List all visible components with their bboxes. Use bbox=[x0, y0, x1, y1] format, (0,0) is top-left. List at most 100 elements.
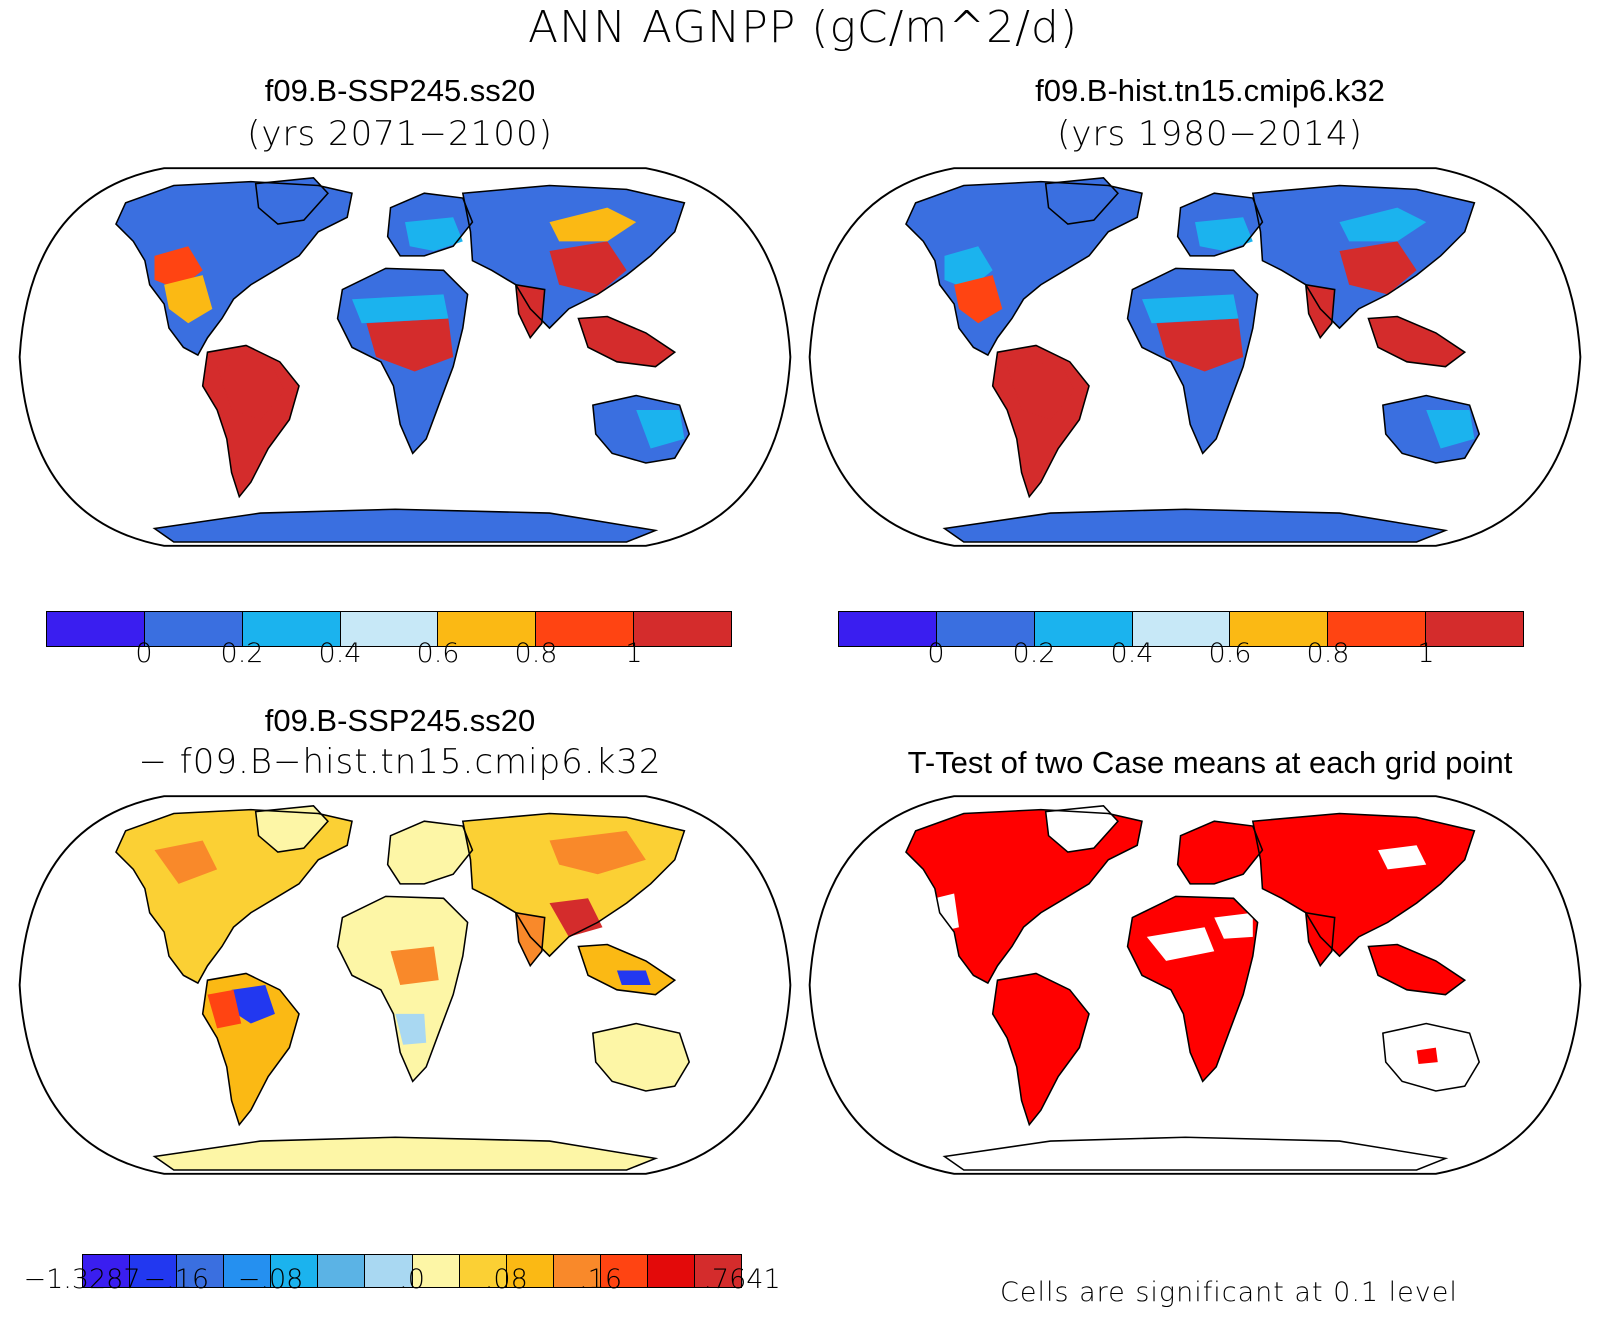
coastline-namerica bbox=[115, 180, 353, 357]
coastline-antarctica bbox=[942, 508, 1449, 543]
coastline-seasia bbox=[1367, 943, 1467, 996]
field-region bbox=[405, 217, 463, 252]
coastline-greenland bbox=[254, 805, 329, 853]
map-top-right bbox=[808, 167, 1582, 547]
colorbar-tick-label: −1.3287 bbox=[23, 1264, 141, 1295]
colorbar-tick-label: 0.4 bbox=[318, 638, 362, 669]
colorbar-tick-label: 0.6 bbox=[1208, 638, 1252, 669]
coastline-namerica bbox=[905, 808, 1143, 985]
field-region bbox=[1214, 912, 1253, 939]
coastline-asia bbox=[461, 812, 686, 958]
field-region bbox=[1007, 361, 1075, 420]
coastline-australia bbox=[592, 1022, 691, 1092]
colorbar-tick-label: −.16 bbox=[143, 1264, 210, 1295]
field-region bbox=[549, 207, 637, 242]
map-frame bbox=[18, 167, 792, 547]
colorbar-swatch bbox=[647, 1255, 696, 1287]
colorbar-swatch bbox=[600, 1255, 648, 1287]
panel-subtitle-top-right: (yrs 1980−2014) bbox=[1057, 114, 1363, 154]
colorbar-swatch bbox=[1328, 612, 1427, 646]
land-australia bbox=[592, 1023, 690, 1091]
coastline-india bbox=[514, 911, 546, 968]
coastline-samerica bbox=[201, 344, 300, 499]
colorbar-swatch bbox=[506, 1255, 554, 1287]
colorbar-top-right bbox=[838, 611, 1524, 647]
map-frame bbox=[808, 795, 1582, 1175]
field-region bbox=[1426, 409, 1475, 449]
coastline-africa bbox=[1126, 895, 1259, 1083]
field-region bbox=[954, 275, 1003, 324]
colorbar-tick-label: .08 bbox=[484, 1264, 528, 1295]
map-top-left bbox=[18, 167, 792, 547]
field-region bbox=[636, 409, 685, 449]
colorbar-tick-label: 0 bbox=[927, 638, 945, 669]
coastline-antarctica bbox=[942, 1136, 1449, 1171]
panel-title-top-left: f09.B-SSP245.ss20 bbox=[264, 73, 536, 108]
panel-title-top-right: f09.B-hist.tn15.cmip6.k32 bbox=[1035, 73, 1385, 108]
field-region bbox=[1416, 1047, 1438, 1064]
coastline-greenland bbox=[1044, 805, 1119, 853]
field-region bbox=[207, 989, 242, 1029]
coastline-antarctica bbox=[152, 508, 659, 543]
colorbar-tick-label: .16 bbox=[579, 1264, 623, 1295]
field-region bbox=[1195, 217, 1253, 252]
coastline-australia bbox=[1382, 1022, 1481, 1092]
coastline-greenland bbox=[254, 177, 329, 225]
colorbar-swatch bbox=[839, 612, 937, 646]
field-region bbox=[231, 985, 275, 1024]
field-region bbox=[1339, 207, 1427, 242]
colorbar-tick-label: 1 bbox=[1417, 638, 1435, 669]
land-antarctica bbox=[154, 1137, 656, 1170]
field-region bbox=[1146, 927, 1215, 961]
coastline-samerica bbox=[201, 972, 300, 1127]
colorbar-swatch bbox=[340, 612, 439, 646]
colorbar-swatch bbox=[130, 1255, 178, 1287]
colorbar-swatch bbox=[271, 1255, 319, 1287]
colorbar-tick-label: 0 bbox=[135, 638, 153, 669]
coastline-australia bbox=[592, 394, 691, 464]
coastline-australia bbox=[1382, 394, 1481, 464]
colorbar-bottom-left bbox=[82, 1254, 742, 1288]
panel-subtitle-bottom-left: − f09.B−hist.tn15.cmip6.k32 bbox=[138, 742, 662, 782]
colorbar-swatch bbox=[47, 612, 145, 646]
panel-title-bottom-left: f09.B-SSP245.ss20 bbox=[264, 703, 536, 738]
field-region bbox=[395, 1013, 427, 1045]
colorbar-swatch bbox=[224, 1255, 272, 1287]
land-antarctica bbox=[154, 509, 656, 542]
colorbar-tick-label: 1 bbox=[625, 638, 643, 669]
colorbar-swatch bbox=[1230, 612, 1329, 646]
field-region bbox=[549, 830, 646, 875]
panel-subtitle-top-left: (yrs 2071−2100) bbox=[247, 114, 553, 154]
colorbar-swatch bbox=[536, 612, 635, 646]
coastline-greenland bbox=[1044, 177, 1119, 225]
field-region bbox=[1378, 845, 1427, 870]
field-region bbox=[390, 946, 439, 985]
coastline-india bbox=[1304, 283, 1336, 340]
coastline-europe bbox=[1176, 192, 1264, 257]
map-bottom-right bbox=[808, 795, 1582, 1175]
map-frame bbox=[18, 795, 792, 1175]
colorbar-swatch bbox=[695, 1255, 742, 1287]
coastline-seasia bbox=[577, 315, 677, 368]
map-bottom-left bbox=[18, 795, 792, 1175]
colorbar-swatch bbox=[318, 1255, 366, 1287]
colorbar-swatch bbox=[634, 612, 732, 646]
field-region bbox=[549, 241, 627, 295]
colorbar-tick-label: 0.6 bbox=[416, 638, 460, 669]
colorbar-swatch bbox=[144, 612, 243, 646]
land-asia bbox=[1252, 813, 1475, 957]
coastline-asia bbox=[1251, 184, 1476, 330]
colorbar-tick-label: 0.2 bbox=[1012, 638, 1056, 669]
coastline-asia bbox=[461, 184, 686, 330]
field-region bbox=[164, 275, 213, 324]
coastline-europe bbox=[386, 192, 474, 257]
colorbar-tick-label: −.08 bbox=[237, 1264, 304, 1295]
field-region bbox=[1339, 241, 1417, 295]
colorbar-swatch bbox=[1426, 612, 1524, 646]
colorbar-tick-label: 0.2 bbox=[220, 638, 264, 669]
colorbar-tick-label: .0 bbox=[399, 1264, 425, 1295]
land-europe bbox=[387, 821, 473, 884]
colorbar-swatch bbox=[83, 1255, 131, 1287]
land-samerica bbox=[992, 973, 1090, 1125]
field-region bbox=[934, 893, 959, 933]
